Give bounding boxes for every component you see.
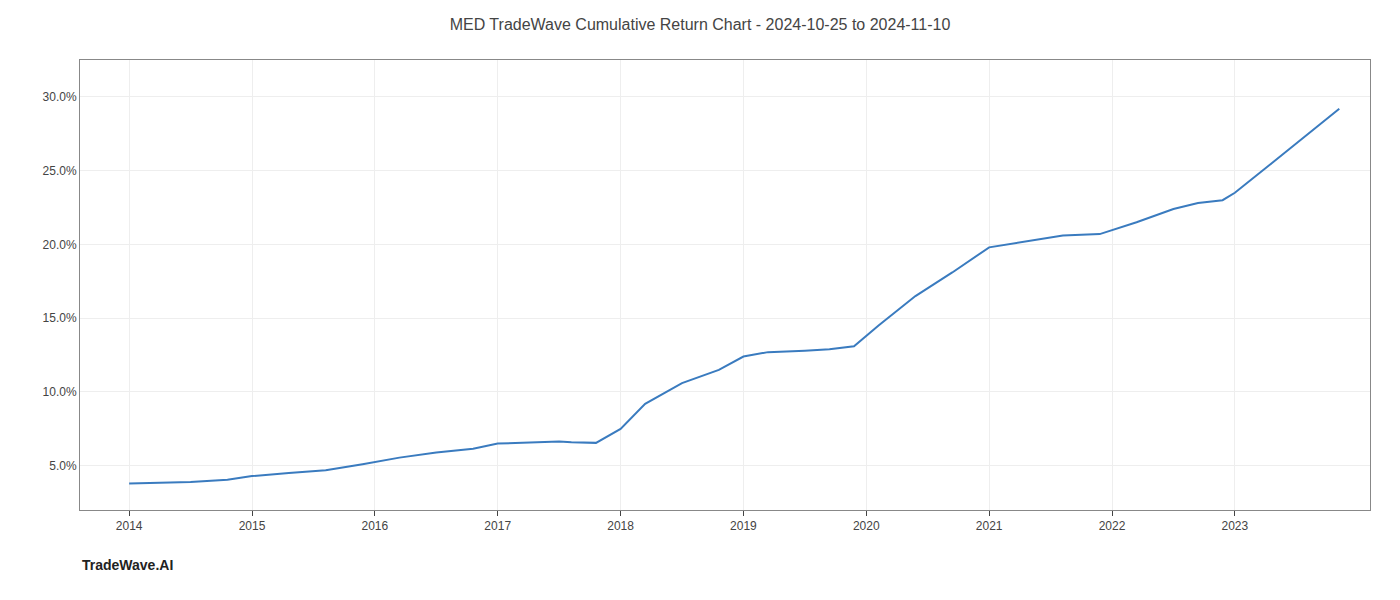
svg-text:2022: 2022 [1099, 519, 1126, 533]
svg-text:10.0%: 10.0% [43, 385, 77, 399]
svg-text:2021: 2021 [976, 519, 1003, 533]
svg-text:2019: 2019 [730, 519, 757, 533]
svg-text:2017: 2017 [484, 519, 511, 533]
svg-text:5.0%: 5.0% [49, 459, 77, 473]
svg-text:2023: 2023 [1222, 519, 1249, 533]
svg-text:30.0%: 30.0% [43, 90, 77, 104]
svg-text:15.0%: 15.0% [43, 311, 77, 325]
svg-text:2015: 2015 [239, 519, 266, 533]
svg-text:2016: 2016 [362, 519, 389, 533]
svg-text:TradeWave.AI: TradeWave.AI [82, 557, 173, 573]
svg-text:2020: 2020 [853, 519, 880, 533]
svg-text:25.0%: 25.0% [43, 164, 77, 178]
svg-text:20.0%: 20.0% [43, 238, 77, 252]
svg-text:2014: 2014 [116, 519, 143, 533]
svg-text:MED TradeWave Cumulative Retur: MED TradeWave Cumulative Return Chart - … [450, 16, 951, 33]
svg-text:2018: 2018 [607, 519, 634, 533]
